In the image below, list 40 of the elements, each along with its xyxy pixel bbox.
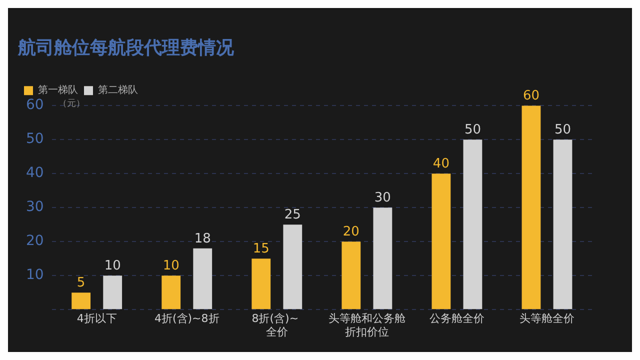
x-tick-label: 公务舱全价: [429, 312, 484, 326]
data-label: 50: [554, 122, 572, 138]
x-tick-label: 8折(含)~ 全价: [252, 312, 302, 338]
x-tick-label: 头等舱全价: [519, 312, 574, 326]
legend-label: 第二梯队: [98, 84, 138, 96]
bar: [72, 292, 91, 310]
data-label: 40: [432, 156, 450, 172]
y-tick-label: 50: [26, 131, 44, 148]
data-label: 10: [104, 258, 121, 274]
x-tick-label: 4折以下: [76, 312, 117, 326]
y-tick-label: 20: [26, 233, 44, 250]
y-axis-title: （元）: [58, 98, 85, 109]
bar: [522, 106, 541, 310]
bar: [162, 276, 181, 310]
y-tick-label: 10: [26, 267, 44, 284]
chart-title: 航司舱位每航段代理费情况: [17, 37, 235, 58]
data-label: 25: [284, 207, 301, 222]
data-label: 18: [194, 231, 211, 246]
bar: [193, 248, 212, 310]
data-label: 50: [464, 122, 481, 138]
y-tick-label: 30: [26, 199, 44, 216]
legend-label: 第一梯队: [38, 84, 78, 96]
data-label: 15: [252, 241, 270, 256]
bar: [432, 174, 451, 310]
data-label: 5: [76, 275, 86, 290]
y-tick-label: 40: [26, 165, 44, 182]
x-tick-label: 头等舱和公务舱折扣价位: [328, 312, 406, 338]
bar: [553, 140, 572, 310]
bar: [342, 242, 361, 310]
data-label: 20: [342, 224, 360, 240]
bar: [373, 208, 392, 310]
bar: [103, 276, 122, 310]
y-tick-label: 60: [26, 97, 44, 114]
bar: [283, 224, 302, 310]
bar: [463, 140, 482, 310]
data-label: 30: [374, 190, 391, 206]
x-tick-label: 4折(含)~8折: [154, 312, 220, 326]
bar: [252, 258, 271, 310]
data-label: 60: [522, 88, 540, 104]
data-label: 10: [162, 258, 180, 274]
